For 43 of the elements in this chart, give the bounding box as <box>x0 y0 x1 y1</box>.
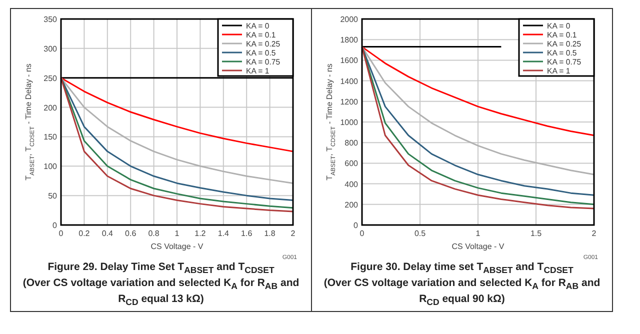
y-tick-label: 1400 <box>340 76 359 86</box>
x-tick-label: 1.8 <box>264 229 276 238</box>
y-tick-label: 1800 <box>340 36 359 45</box>
x-tick-label: 0 <box>58 229 64 238</box>
y-tick-label: 1600 <box>340 56 359 66</box>
y-tick-label: 200 <box>44 103 58 112</box>
text: Figure 30. Delay time set T$_{ABSET}$ and T$_{CDSET}$ <box>350 261 574 278</box>
y-tick-label: 350 <box>44 15 58 24</box>
x-tick-label: 1.6 <box>241 229 253 238</box>
x-tick-label: 1.5 <box>530 229 542 238</box>
y-tick-label: 200 <box>344 200 359 210</box>
x-tick-label: 0.2 <box>78 229 90 238</box>
y-tick-label: 2000 <box>340 15 359 24</box>
x-tick-label: 2 <box>290 229 296 238</box>
text: (Over CS voltage variation and selected K$_{A}$ for R$_{AB}$ and R$_{CD}$ equal 13 kΩ) <box>22 277 300 308</box>
x-axis-title: CS Voltage - V <box>150 242 204 251</box>
x-tick-label: 2 <box>592 229 597 238</box>
x-axis-title: CS Voltage - V <box>452 242 505 251</box>
y-tick-label: 800 <box>344 138 359 148</box>
x-tick-label: 0.8 <box>148 229 160 238</box>
y-tick-label: 0 <box>52 221 58 230</box>
x-tick-label: 0 <box>360 229 365 238</box>
line-series <box>361 46 595 136</box>
y-tick-label: 50 <box>48 192 58 201</box>
y-tick-label: 100 <box>44 162 58 172</box>
x-tick-label: 0.5 <box>414 229 426 238</box>
x-tick-label: 1.4 <box>218 229 230 238</box>
x-tick-label: 1.2 <box>194 229 206 238</box>
x-tick-label: 0.6 <box>125 229 137 238</box>
text: (Over CS voltage variation and selected K$_{A}$ for R$_{AB}$ and R$_{CD}$ equal 90 kΩ) <box>324 277 600 308</box>
y-tick-label: 250 <box>44 74 58 83</box>
y-tick-label: 400 <box>344 180 359 189</box>
line-series <box>60 77 294 152</box>
text: Figure 29. Delay Time Set T$_{ABSET}$ and T$_{CDSET}$ <box>46 261 276 278</box>
y-tick-label: 1200 <box>340 97 359 106</box>
y-tick-label: 1000 <box>340 118 359 127</box>
y-tick-label: 300 <box>44 44 58 54</box>
x-tick-label: 1 <box>476 229 481 238</box>
y-tick-label: 150 <box>44 132 58 142</box>
x-tick-label: 1 <box>174 229 180 238</box>
x-tick-label: 0.4 <box>102 229 114 238</box>
y-tick-label: 0 <box>354 221 359 230</box>
y-tick-label: 600 <box>344 159 359 168</box>
